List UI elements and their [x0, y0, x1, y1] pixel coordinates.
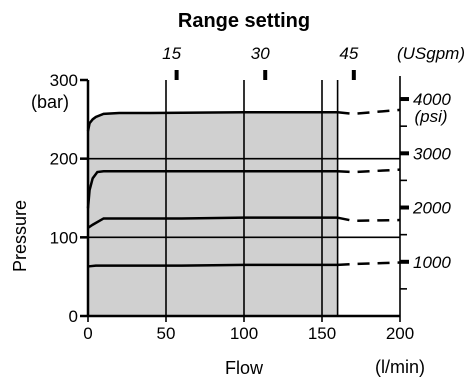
x-tick-label: 100 [230, 324, 258, 343]
top-tick-label: 45 [339, 44, 358, 63]
top-axis-unit: (USgpm) [397, 44, 465, 63]
y-tick-label: 200 [50, 150, 78, 169]
pressure-curve-extension-1 [337, 108, 401, 116]
x-tick-label: 50 [157, 324, 176, 343]
right-axis-unit: (psi) [414, 107, 447, 126]
pressure-curve-extension-3 [337, 216, 401, 223]
y-tick-label: 0 [69, 307, 78, 326]
y-tick-label: 100 [50, 228, 78, 247]
pressure-curve-2 [86, 170, 338, 209]
chart-title: Range setting [178, 10, 310, 32]
right-tick-label: 4000 [413, 90, 451, 109]
x-tick-label: 0 [83, 324, 92, 343]
pressure-curve-3 [87, 216, 338, 229]
pressure-curve-1 [86, 111, 338, 132]
operating-region [88, 112, 338, 317]
pressure-curve-extension-2 [337, 168, 401, 174]
x-axis-unit: (l/min) [375, 357, 425, 377]
x-tick-label: 200 [386, 324, 414, 343]
right-tick-label: 2000 [412, 199, 451, 218]
pressure-curve-4 [87, 263, 338, 268]
top-tick-label: 30 [251, 44, 270, 63]
y-axis-unit: (bar) [31, 92, 69, 112]
right-tick-label: 3000 [413, 144, 451, 163]
x-tick-label: 150 [308, 324, 336, 343]
pressure-curve-extension-4 [337, 261, 401, 267]
x-axis-label: Flow [225, 358, 264, 378]
top-tick-label: 15 [162, 44, 181, 63]
y-axis-label: Pressure [10, 200, 30, 272]
y-tick-label: 300 [50, 71, 78, 90]
right-tick-label: 1000 [413, 253, 451, 272]
